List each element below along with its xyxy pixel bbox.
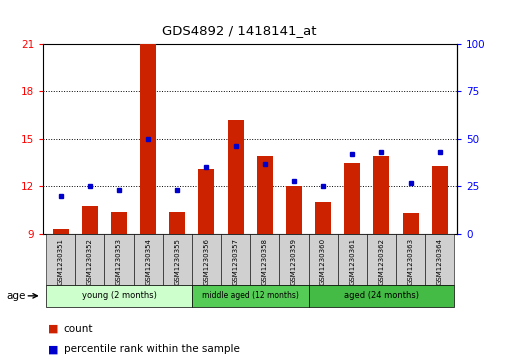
Bar (308, 285, 454, 307)
Bar (199, 169, 214, 234)
Bar (134, 234, 163, 285)
Bar (373, 156, 390, 234)
Bar (286, 187, 302, 234)
Bar (46, 234, 75, 285)
Bar (75, 234, 105, 285)
Bar (169, 212, 185, 234)
Text: percentile rank within the sample: percentile rank within the sample (64, 344, 239, 354)
Text: ■: ■ (48, 323, 59, 334)
Bar (221, 234, 250, 285)
Bar (163, 234, 192, 285)
Text: GSM1230361: GSM1230361 (349, 238, 355, 285)
Text: young (2 months): young (2 months) (82, 291, 156, 300)
Bar (192, 234, 221, 285)
Text: count: count (64, 323, 93, 334)
Bar (396, 234, 425, 285)
Bar (140, 44, 156, 234)
Bar (279, 234, 308, 285)
Text: GSM1230357: GSM1230357 (233, 238, 239, 285)
Text: GSM1230352: GSM1230352 (87, 238, 93, 285)
Bar (46, 285, 192, 307)
Bar (432, 166, 448, 234)
Bar (425, 234, 454, 285)
Bar (250, 234, 279, 285)
Text: GSM1230360: GSM1230360 (320, 238, 326, 285)
Bar (338, 234, 367, 285)
Bar (192, 285, 308, 307)
Text: ■: ■ (48, 344, 59, 354)
Bar (257, 156, 273, 234)
Text: GSM1230354: GSM1230354 (145, 238, 151, 285)
Text: age: age (7, 291, 26, 301)
Text: GSM1230356: GSM1230356 (204, 238, 209, 285)
Bar (111, 212, 127, 234)
Bar (105, 234, 134, 285)
Text: GSM1230362: GSM1230362 (378, 238, 385, 285)
Bar (82, 205, 98, 234)
Text: GSM1230353: GSM1230353 (116, 238, 122, 285)
Bar (344, 163, 360, 234)
Bar (367, 234, 396, 285)
Bar (228, 120, 244, 234)
Bar (53, 229, 69, 234)
Text: GSM1230351: GSM1230351 (58, 238, 64, 285)
Text: GSM1230355: GSM1230355 (174, 238, 180, 285)
Text: GDS4892 / 1418141_at: GDS4892 / 1418141_at (162, 24, 316, 37)
Text: GSM1230358: GSM1230358 (262, 238, 268, 285)
Text: GSM1230364: GSM1230364 (437, 238, 442, 285)
Text: GSM1230363: GSM1230363 (407, 238, 414, 285)
Bar (402, 213, 419, 234)
Text: GSM1230359: GSM1230359 (291, 238, 297, 285)
Bar (315, 203, 331, 234)
Text: middle aged (12 months): middle aged (12 months) (202, 291, 299, 300)
Bar (308, 234, 338, 285)
Text: aged (24 months): aged (24 months) (344, 291, 419, 300)
